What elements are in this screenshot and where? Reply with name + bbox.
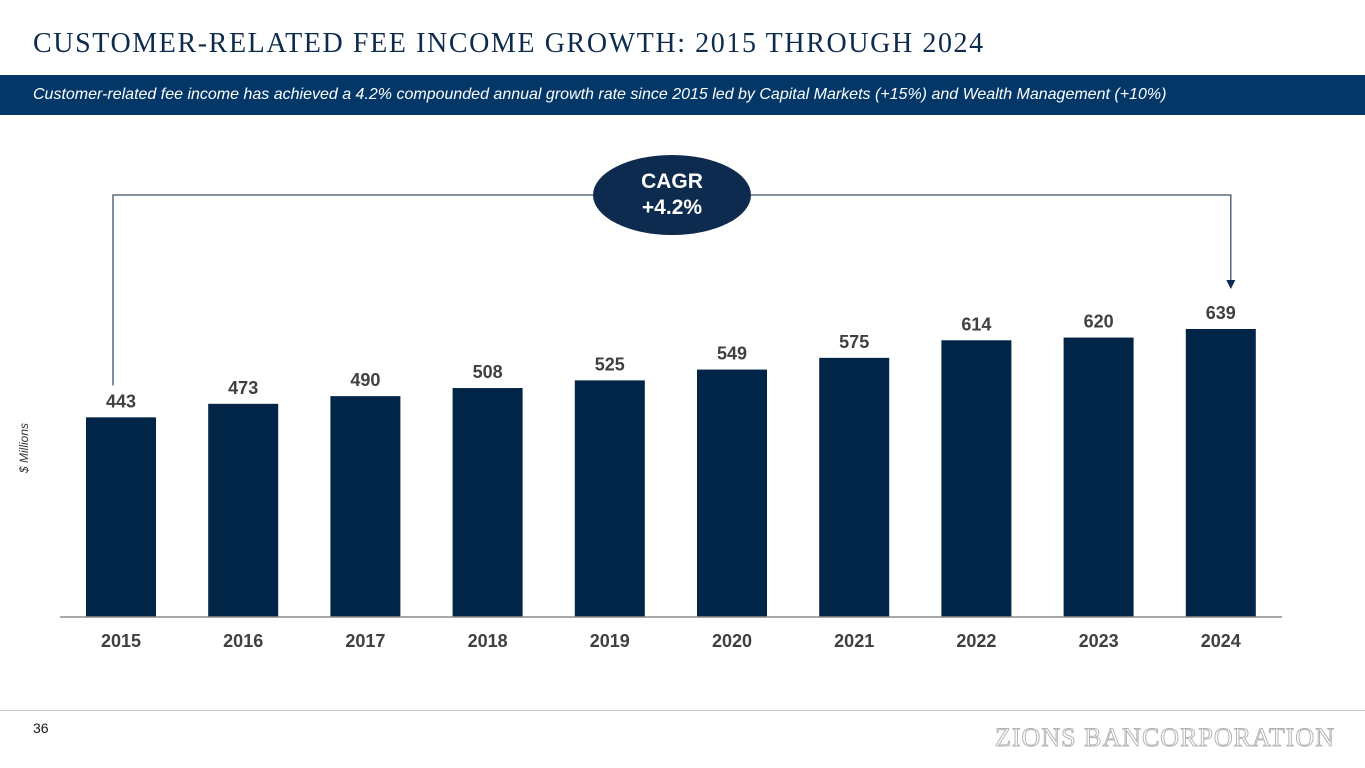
bar-2016 [208, 403, 279, 617]
x-tick-label-2024: 2024 [1201, 631, 1241, 651]
data-label-2019: 525 [595, 354, 625, 374]
data-label-2022: 614 [961, 314, 991, 334]
bar-2024 [1185, 329, 1256, 617]
x-tick-label-2018: 2018 [468, 631, 508, 651]
x-tick-label-2023: 2023 [1079, 631, 1119, 651]
bar-2020 [697, 369, 767, 617]
cagr-badge: CAGR +4.2% [593, 155, 751, 235]
footer-divider [0, 710, 1365, 711]
x-tick-label-2021: 2021 [834, 631, 874, 651]
page-title: CUSTOMER-RELATED FEE INCOME GROWTH: 2015… [33, 28, 985, 59]
data-label-2021: 575 [839, 332, 869, 352]
x-tick-label-2022: 2022 [956, 631, 996, 651]
bar-2023 [1063, 337, 1134, 617]
x-tick-label-2020: 2020 [712, 631, 752, 651]
data-label-2020: 549 [717, 344, 747, 364]
bar-2019 [574, 380, 645, 617]
x-tick-label-2016: 2016 [223, 631, 263, 651]
x-tick-label-2017: 2017 [345, 631, 385, 651]
data-label-2024: 639 [1206, 303, 1236, 323]
subtitle-banner: Customer-related fee income has achieved… [0, 75, 1365, 115]
bar-2022 [941, 340, 1012, 617]
x-tick-label-2015: 2015 [101, 631, 141, 651]
data-label-2017: 490 [350, 370, 380, 390]
subtitle-text: Customer-related fee income has achieved… [33, 86, 1167, 103]
bar-2015 [86, 417, 156, 617]
data-label-2023: 620 [1084, 312, 1114, 332]
page-number: 36 [33, 720, 49, 736]
data-label-2016: 473 [228, 378, 258, 398]
bar-2017 [330, 396, 401, 617]
bar-2021 [819, 357, 890, 617]
company-logo: ZIONS BANCORPORATION [995, 723, 1335, 753]
bar-chart: 443 2015 473 2016 490 2017 508 2018 525 2019 549 20… [60, 194, 1282, 651]
data-label-2018: 508 [473, 362, 503, 382]
bars-group: 443 2015 473 2016 490 2017 508 2018 525 2019 549 20… [86, 303, 1256, 651]
cagr-arrow-head [1226, 280, 1236, 289]
data-label-2015: 443 [106, 391, 136, 411]
bar-2018 [452, 388, 523, 617]
cagr-label: CAGR [641, 170, 703, 193]
x-tick-label-2019: 2019 [590, 631, 630, 651]
cagr-value: +4.2% [641, 196, 703, 219]
